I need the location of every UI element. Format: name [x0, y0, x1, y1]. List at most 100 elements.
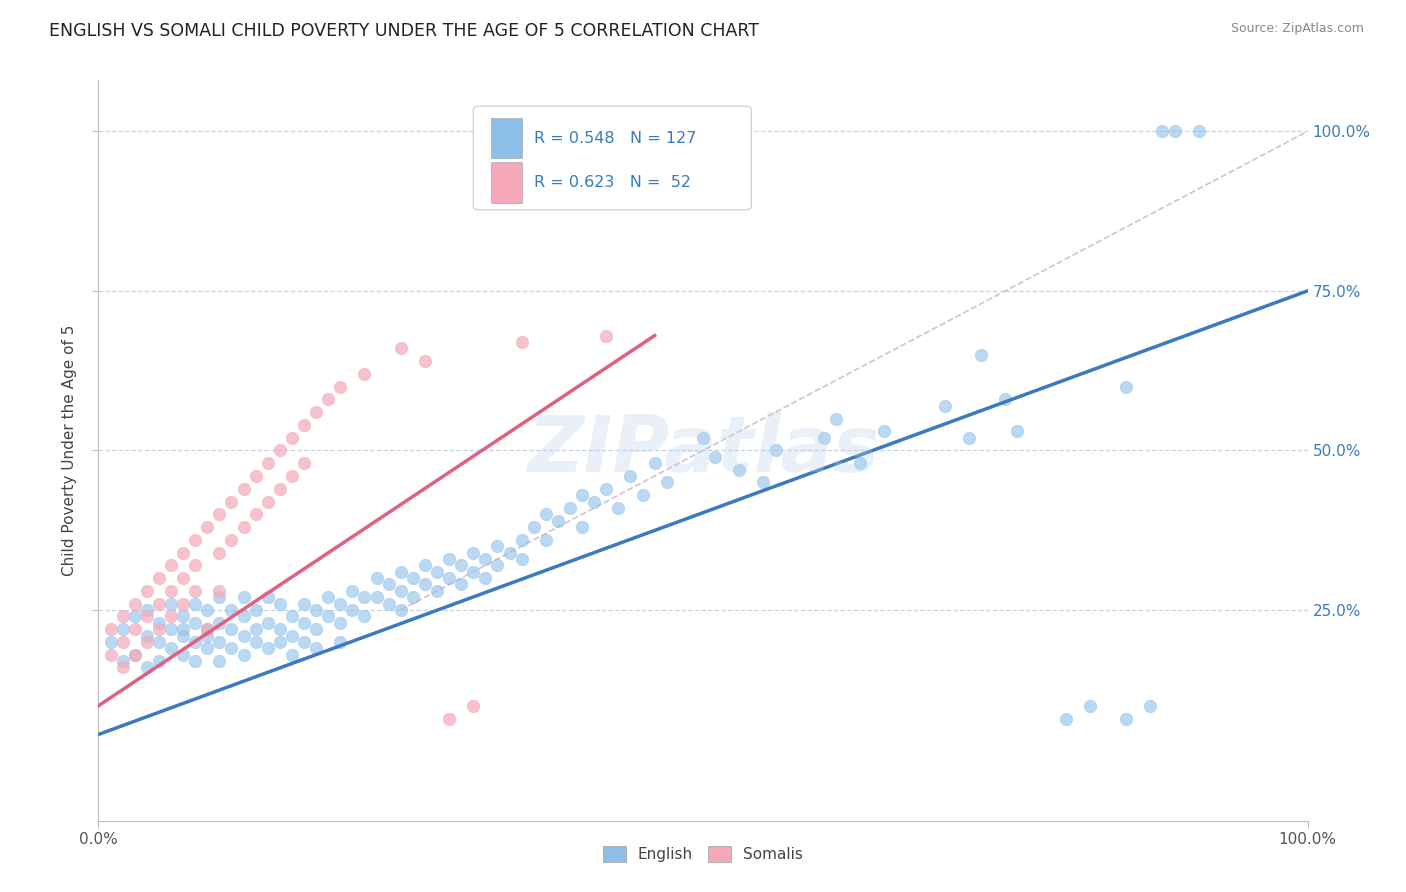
Point: [704, 450, 727, 464]
Point: [221, 494, 243, 508]
Point: [160, 583, 183, 598]
Point: [208, 654, 231, 668]
Point: [1188, 124, 1211, 138]
Point: [256, 641, 278, 656]
Point: [100, 622, 122, 636]
Point: [292, 615, 315, 630]
Text: ZIPatlas: ZIPatlas: [527, 412, 879, 489]
Point: [389, 342, 412, 356]
Point: [281, 431, 304, 445]
Point: [172, 597, 194, 611]
Point: [437, 552, 460, 566]
Point: [463, 698, 485, 713]
Text: R = 0.623   N =  52: R = 0.623 N = 52: [534, 175, 690, 190]
Point: [135, 660, 157, 674]
Point: [195, 641, 218, 656]
Point: [486, 539, 509, 553]
Point: [281, 469, 304, 483]
Point: [245, 508, 267, 522]
Point: [232, 648, 254, 662]
Point: [208, 583, 231, 598]
Text: R = 0.548   N = 127: R = 0.548 N = 127: [534, 130, 696, 145]
Point: [135, 635, 157, 649]
Point: [463, 545, 485, 559]
Point: [413, 354, 436, 368]
Point: [172, 609, 194, 624]
Point: [292, 635, 315, 649]
Point: [111, 660, 134, 674]
Y-axis label: Child Poverty Under the Age of 5: Child Poverty Under the Age of 5: [62, 325, 77, 576]
Point: [463, 565, 485, 579]
Point: [510, 552, 533, 566]
Point: [172, 629, 194, 643]
Point: [208, 615, 231, 630]
Point: [402, 591, 425, 605]
Point: [256, 591, 278, 605]
Point: [571, 520, 593, 534]
Point: [172, 545, 194, 559]
Point: [281, 609, 304, 624]
Point: [450, 577, 472, 591]
Point: [148, 622, 170, 636]
Point: [1007, 425, 1029, 439]
Point: [305, 641, 328, 656]
Point: [692, 431, 714, 445]
Point: [160, 558, 183, 573]
Point: [389, 603, 412, 617]
Point: [305, 405, 328, 419]
Point: [245, 603, 267, 617]
Point: [221, 622, 243, 636]
Point: [655, 475, 678, 490]
Point: [957, 431, 980, 445]
Point: [111, 609, 134, 624]
Point: [195, 622, 218, 636]
Point: [124, 648, 146, 662]
Point: [366, 571, 388, 585]
Point: [148, 571, 170, 585]
Point: [765, 443, 787, 458]
Point: [135, 603, 157, 617]
Point: [135, 583, 157, 598]
Point: [245, 622, 267, 636]
Point: [1115, 712, 1137, 726]
Point: [208, 635, 231, 649]
Point: [342, 603, 364, 617]
Point: [245, 469, 267, 483]
Point: [534, 508, 557, 522]
Point: [498, 545, 520, 559]
Point: [184, 654, 207, 668]
Point: [873, 425, 896, 439]
Point: [148, 597, 170, 611]
Point: [232, 629, 254, 643]
Point: [353, 367, 375, 381]
Point: [413, 577, 436, 591]
Point: [510, 334, 533, 349]
Point: [486, 558, 509, 573]
Point: [631, 488, 654, 502]
Point: [232, 609, 254, 624]
Point: [426, 565, 449, 579]
Point: [135, 609, 157, 624]
FancyBboxPatch shape: [474, 106, 751, 210]
Point: [377, 597, 399, 611]
Point: [342, 583, 364, 598]
Point: [256, 456, 278, 470]
Point: [111, 622, 134, 636]
Point: [389, 583, 412, 598]
Point: [172, 648, 194, 662]
Point: [184, 583, 207, 598]
Bar: [492, 162, 522, 202]
Point: [558, 500, 581, 515]
Point: [172, 622, 194, 636]
Point: [221, 533, 243, 547]
Point: [595, 482, 617, 496]
Point: [232, 591, 254, 605]
Point: [644, 456, 666, 470]
Point: [510, 533, 533, 547]
Point: [825, 411, 848, 425]
Point: [148, 635, 170, 649]
Bar: [492, 118, 522, 159]
Point: [474, 571, 496, 585]
Point: [934, 399, 956, 413]
Point: [450, 558, 472, 573]
